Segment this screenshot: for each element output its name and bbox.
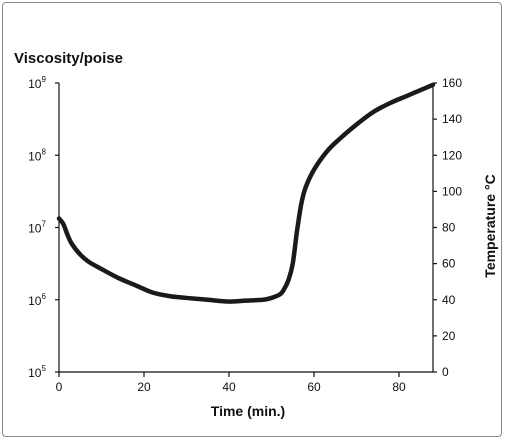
x-tick-label: 60 <box>307 380 321 394</box>
y2-tick-label: 60 <box>442 257 456 271</box>
chart-frame <box>2 2 502 437</box>
y2-tick-label: 20 <box>442 329 456 343</box>
y-tick-label: 109 <box>28 75 46 91</box>
axes <box>58 83 434 373</box>
y-tick-label: 107 <box>28 220 46 236</box>
y2-tick-label: 40 <box>442 293 456 307</box>
x-tick-label: 80 <box>392 380 406 394</box>
x-tick-label: 0 <box>56 380 63 394</box>
y2-tick-label: 100 <box>442 184 462 198</box>
y2-tick-label: 160 <box>442 76 462 90</box>
y2-tick-label: 120 <box>442 148 462 162</box>
y2-tick-label: 0 <box>442 365 449 379</box>
y2-tick-label: 140 <box>442 112 462 126</box>
y-tick-label: 106 <box>28 292 46 308</box>
x-tick-label: 40 <box>222 380 236 394</box>
ticks: 0 20 40 60 80 105 106 107 108 109 0 20 40 60 80 100 120 1… <box>28 75 462 394</box>
y-tick-label: 105 <box>28 364 46 380</box>
right-axis-title: Temperature °C <box>482 174 498 277</box>
chart-title: Viscosity/poise <box>14 50 123 67</box>
x-tick-label: 20 <box>137 380 151 394</box>
y2-tick-label: 80 <box>442 221 456 235</box>
x-axis-title: Time (min.) <box>211 403 285 419</box>
temperature-series-line <box>56 82 436 304</box>
y-tick-label: 108 <box>28 147 46 163</box>
